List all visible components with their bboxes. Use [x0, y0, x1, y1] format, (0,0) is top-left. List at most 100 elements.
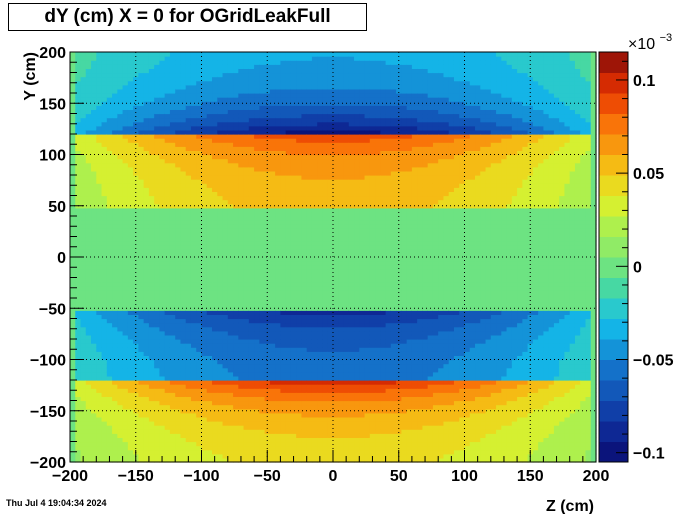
heatmap-cell	[233, 248, 239, 254]
heatmap-cell	[148, 64, 155, 69]
heatmap-cell	[201, 453, 208, 459]
heatmap-cell	[290, 170, 297, 176]
heatmap-cell	[322, 441, 329, 447]
heatmap-cell	[196, 306, 203, 311]
heatmap-cell	[96, 72, 103, 78]
heatmap-cell	[222, 416, 229, 422]
heatmap-cell	[196, 318, 203, 324]
heatmap-cell	[117, 72, 124, 78]
heatmap-cell	[301, 220, 308, 225]
heatmap-cell	[269, 240, 276, 246]
heatmap-cell	[106, 125, 113, 131]
heatmap-cell	[112, 93, 118, 98]
heatmap-cell	[154, 56, 161, 61]
heatmap-cell	[296, 293, 303, 299]
heatmap-cell	[285, 244, 292, 250]
heatmap-cell	[101, 232, 108, 238]
heatmap-cell	[127, 232, 134, 238]
heatmap-cell	[190, 421, 197, 426]
heatmap-cell	[306, 343, 313, 348]
heatmap-cell	[164, 425, 171, 430]
heatmap-cell	[201, 416, 208, 422]
heatmap-cell	[80, 207, 87, 213]
heatmap-cell	[317, 334, 324, 340]
heatmap-cell	[296, 187, 303, 192]
heatmap-cell	[275, 388, 281, 393]
heatmap-cell	[238, 396, 245, 402]
heatmap-cell	[185, 244, 192, 250]
heatmap-cell	[327, 76, 334, 82]
heatmap-cell	[85, 80, 92, 86]
heatmap-cell	[206, 187, 213, 192]
heatmap-cell	[75, 142, 82, 147]
heatmap-cell	[243, 142, 250, 147]
heatmap-cell	[122, 293, 129, 299]
heatmap-cell	[138, 347, 145, 352]
heatmap-cell	[233, 281, 239, 287]
heatmap-cell	[306, 199, 313, 205]
heatmap-cell	[296, 142, 303, 147]
heatmap-cell	[148, 125, 155, 131]
heatmap-cell	[138, 207, 145, 213]
heatmap-cell	[217, 113, 224, 119]
heatmap-cell	[169, 343, 176, 348]
heatmap-cell	[227, 150, 234, 156]
heatmap-cell	[196, 343, 203, 348]
heatmap-cell	[201, 445, 208, 451]
heatmap-cell	[227, 421, 234, 426]
heatmap-cell	[159, 158, 166, 164]
heatmap-cell	[175, 248, 182, 254]
heatmap-cell	[143, 433, 150, 438]
heatmap-cell	[164, 138, 171, 143]
heatmap-cell	[190, 375, 197, 381]
heatmap-cell	[190, 355, 197, 361]
heatmap-cell	[96, 93, 103, 98]
heatmap-cell	[75, 146, 82, 151]
heatmap-cell	[180, 117, 187, 123]
heatmap-cell	[212, 129, 218, 135]
heatmap-cell	[227, 339, 234, 344]
heatmap-cell	[127, 154, 134, 160]
heatmap-cell	[227, 207, 234, 213]
heatmap-cell	[164, 170, 171, 176]
heatmap-cell	[317, 142, 324, 147]
heatmap-cell	[222, 318, 229, 324]
heatmap-cell	[322, 84, 329, 90]
heatmap-cell	[259, 326, 266, 332]
heatmap-cell	[206, 170, 213, 176]
heatmap-cell	[248, 449, 255, 455]
heatmap-cell	[127, 281, 134, 287]
heatmap-cell	[91, 224, 97, 229]
heatmap-cell	[222, 355, 229, 361]
heatmap-cell	[311, 88, 318, 94]
heatmap-cell	[96, 170, 103, 176]
heatmap-cell	[201, 187, 208, 192]
heatmap-cell	[269, 88, 276, 94]
heatmap-cell	[96, 203, 103, 209]
heatmap-cell	[169, 269, 176, 274]
heatmap-cell	[85, 347, 92, 352]
heatmap-cell	[233, 384, 239, 389]
heatmap-cell	[133, 76, 139, 82]
heatmap-cell	[285, 142, 292, 147]
heatmap-cell	[327, 142, 334, 147]
heatmap-cell	[233, 64, 239, 69]
heatmap-cell	[101, 191, 108, 197]
heatmap-cell	[301, 437, 308, 443]
heatmap-cell	[138, 84, 145, 90]
heatmap-cell	[101, 351, 108, 356]
heatmap-cell	[238, 408, 245, 414]
heatmap-cell	[175, 64, 182, 69]
heatmap-cell	[233, 347, 239, 352]
heatmap-cell	[106, 228, 113, 233]
heatmap-cell	[117, 392, 124, 397]
heatmap-cell	[190, 367, 197, 373]
heatmap-cell	[196, 359, 203, 365]
heatmap-cell	[301, 232, 308, 238]
heatmap-cell	[138, 449, 145, 455]
heatmap-cell	[169, 416, 176, 422]
heatmap-cell	[143, 170, 150, 176]
heatmap-cell	[70, 453, 76, 459]
heatmap-cell	[238, 261, 245, 266]
heatmap-cell	[227, 158, 234, 164]
